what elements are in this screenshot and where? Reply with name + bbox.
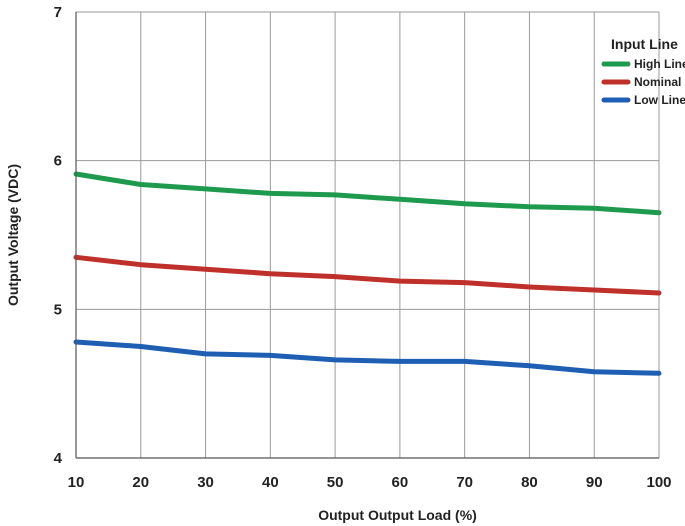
x-tick-label-50: 50 [327,474,344,491]
x-tick-label-80: 80 [521,474,538,491]
y-axis-title: Output Voltage (VDC) [5,164,21,306]
y-tick-label-4: 4 [54,450,63,467]
legend-label-high-line: High Line [634,57,685,71]
x-tick-label-90: 90 [586,474,603,491]
y-tick-label-7: 7 [54,4,62,21]
legend: Input Line High Line Nominal Low Line [601,36,685,107]
y-tick-label-6: 6 [54,153,62,170]
series-line-low-line [73,339,662,376]
x-axis-title: Output Output Load (%) [318,507,477,523]
axes [75,12,659,459]
x-tick-labels: 10 20 30 40 50 60 70 80 90 100 [68,474,672,491]
grid-lines [76,11,660,458]
legend-label-low-line: Low Line [634,93,685,107]
x-tick-label-70: 70 [456,474,473,491]
x-tick-label-30: 30 [197,474,214,491]
series-line-high-line [73,171,662,216]
y-tick-label-5: 5 [54,301,62,318]
x-tick-label-100: 100 [646,474,671,491]
x-tick-label-40: 40 [262,474,279,491]
x-tick-label-20: 20 [132,474,149,491]
x-tick-label-60: 60 [392,474,409,491]
y-tick-labels: 4 5 6 7 [54,4,63,467]
x-tick-label-10: 10 [68,474,85,491]
legend-label-nominal: Nominal [634,75,681,89]
legend-entries: High Line Nominal Low Line [601,57,685,107]
legend-title: Input Line [611,36,678,52]
series-line-nominal [73,254,662,296]
series-lines [73,171,662,376]
